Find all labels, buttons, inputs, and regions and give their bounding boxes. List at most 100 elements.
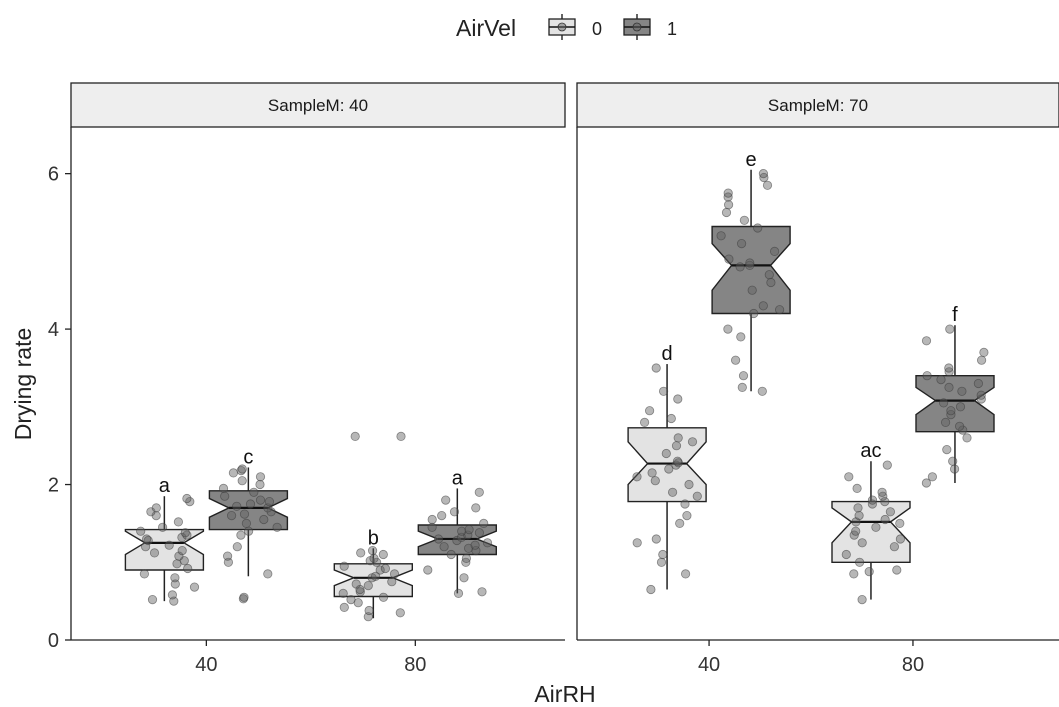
data-point	[766, 277, 776, 288]
notched-box	[124, 528, 205, 571]
data-point	[976, 390, 986, 400]
data-point	[363, 580, 373, 591]
data-point	[673, 394, 683, 404]
x-tick-label: 40	[698, 654, 720, 676]
data-point	[263, 569, 273, 579]
data-point	[470, 540, 480, 550]
y-tick-label: 6	[48, 164, 59, 186]
facet-strip	[576, 82, 1059, 128]
data-point	[338, 588, 348, 599]
data-point	[682, 510, 692, 521]
data-point	[244, 526, 254, 536]
data-point	[439, 542, 449, 552]
notched-box	[711, 225, 791, 315]
data-point	[737, 382, 747, 392]
data-point	[136, 526, 146, 536]
data-point	[877, 487, 887, 497]
data-point	[218, 483, 229, 493]
data-point	[955, 402, 966, 412]
data-point	[764, 270, 774, 280]
data-point	[646, 584, 656, 595]
data-point	[356, 548, 366, 558]
data-point	[220, 491, 230, 501]
data-point	[769, 246, 780, 256]
box-group: e	[711, 149, 791, 396]
data-point	[183, 563, 193, 574]
facet-strip	[70, 82, 566, 128]
data-point	[745, 258, 755, 268]
data-point	[639, 417, 650, 427]
data-point	[852, 483, 862, 493]
notched-box	[627, 427, 707, 503]
data-point	[667, 487, 678, 497]
legend: AirVel 0 1	[456, 14, 677, 41]
data-point	[241, 518, 251, 529]
data-point	[471, 503, 481, 513]
data-point	[735, 262, 745, 272]
significance-label: e	[746, 149, 757, 171]
significance-label: b	[368, 527, 379, 549]
data-point	[232, 501, 242, 511]
data-point	[857, 594, 867, 605]
data-point	[957, 386, 967, 396]
notched-box	[915, 375, 995, 433]
data-point	[880, 514, 890, 525]
data-point	[339, 561, 349, 571]
data-point	[871, 522, 881, 532]
data-point	[936, 374, 946, 385]
data-point	[180, 528, 190, 538]
data-point	[367, 545, 378, 556]
data-point	[232, 542, 242, 552]
data-point	[272, 522, 282, 532]
legend-key: 1	[623, 14, 677, 40]
data-point	[749, 308, 759, 319]
facet-strip-label: SampleM: 70	[768, 96, 868, 115]
data-point	[857, 538, 867, 548]
data-point	[173, 517, 183, 527]
data-point	[339, 602, 349, 613]
significance-label: ac	[860, 440, 881, 462]
data-point	[940, 417, 951, 427]
facet-strip-label: SampleM: 40	[268, 96, 368, 115]
data-point	[979, 347, 989, 357]
data-point	[228, 468, 238, 478]
data-point	[938, 398, 949, 408]
data-point	[680, 569, 691, 579]
data-point	[723, 188, 733, 198]
data-point	[692, 491, 702, 501]
data-point	[170, 573, 180, 583]
box-group: b	[333, 431, 413, 622]
data-point	[757, 386, 767, 396]
data-point	[758, 301, 768, 311]
data-point	[976, 355, 987, 365]
data-point	[632, 538, 642, 548]
data-point	[921, 478, 932, 488]
data-point	[882, 460, 892, 470]
data-point	[885, 507, 896, 517]
data-point	[962, 433, 972, 443]
data-point	[174, 551, 184, 561]
data-point	[867, 495, 878, 505]
data-point	[673, 433, 683, 443]
data-point	[177, 532, 187, 543]
data-point	[774, 305, 785, 315]
data-point	[672, 456, 683, 466]
facet-panel: SampleM: 40 40 80	[70, 82, 566, 676]
data-point	[946, 406, 956, 416]
data-point	[461, 553, 471, 564]
data-point	[889, 542, 900, 552]
legend-title: AirVel	[456, 15, 516, 41]
data-point	[684, 479, 694, 490]
data-point	[851, 526, 861, 536]
data-point	[675, 518, 685, 529]
data-point	[650, 476, 660, 486]
data-point	[474, 528, 484, 538]
data-point	[143, 535, 153, 546]
legend-key-point	[557, 22, 567, 32]
legend-label: 0	[592, 19, 602, 39]
data-point	[139, 569, 149, 579]
data-point	[147, 594, 158, 605]
data-point	[378, 592, 389, 602]
data-point	[651, 534, 661, 544]
